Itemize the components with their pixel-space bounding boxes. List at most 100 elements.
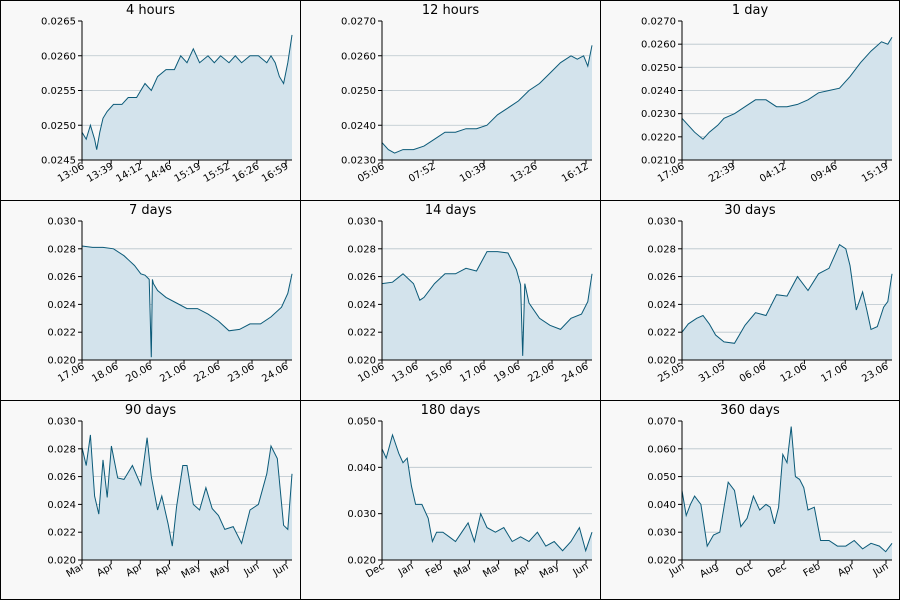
chart-title: 360 days bbox=[720, 403, 780, 418]
x-tick-label: 24.06 bbox=[560, 361, 590, 385]
x-tick-label: Jun bbox=[271, 561, 291, 579]
x-tick-label: 13:39 bbox=[85, 161, 115, 185]
x-tick-label: 20.06 bbox=[124, 361, 154, 385]
y-tick-label: 0.0240 bbox=[341, 121, 376, 132]
y-tick-label: 0.040 bbox=[647, 500, 676, 511]
y-tick-label: 0.0230 bbox=[641, 109, 676, 120]
y-tick-label: 0.020 bbox=[47, 556, 76, 567]
y-tick-label: 0.0245 bbox=[41, 156, 76, 167]
area-fill bbox=[682, 244, 892, 360]
y-tick-label: 0.0260 bbox=[341, 51, 376, 62]
x-tick-label: 22:39 bbox=[707, 161, 737, 185]
y-tick-label: 0.026 bbox=[47, 472, 76, 483]
area-fill bbox=[382, 434, 592, 560]
x-tick-label: 17.06 bbox=[458, 361, 488, 385]
x-tick-label: Oct bbox=[734, 561, 755, 579]
x-tick-label: 04:12 bbox=[758, 161, 788, 185]
y-tick-label: 0.030 bbox=[47, 417, 76, 428]
x-tick-label: 10:39 bbox=[458, 161, 488, 185]
series-line bbox=[81, 245, 293, 358]
y-tick-label: 0.026 bbox=[647, 272, 676, 283]
y-tick-label: 0.0240 bbox=[641, 86, 676, 97]
series-line bbox=[681, 36, 893, 140]
x-tick-label: 09:46 bbox=[809, 161, 839, 185]
x-tick-label: Jun bbox=[241, 561, 261, 579]
x-tick-label: Feb bbox=[802, 561, 823, 579]
x-tick-label: 07:52 bbox=[407, 161, 437, 185]
x-tick-label: May bbox=[538, 561, 561, 581]
y-tick-label: 0.040 bbox=[347, 463, 376, 474]
x-tick-label: 06.06 bbox=[738, 361, 768, 385]
y-tick-label: 0.028 bbox=[347, 244, 376, 255]
y-tick-label: 0.0270 bbox=[341, 17, 376, 28]
y-tick-label: 0.024 bbox=[347, 300, 376, 311]
chart-title: 7 days bbox=[128, 203, 173, 218]
x-tick-label: 31.05 bbox=[697, 361, 727, 385]
y-tick-label: 0.022 bbox=[47, 328, 76, 339]
y-tick-label: 0.020 bbox=[647, 556, 676, 567]
y-tick-label: 0.0250 bbox=[41, 121, 76, 132]
chart-title: 90 days bbox=[124, 403, 177, 418]
y-tick-label: 0.028 bbox=[47, 444, 76, 455]
y-tick-label: 0.0255 bbox=[41, 86, 76, 97]
x-tick-label: Dec bbox=[766, 561, 788, 580]
y-tick-label: 0.026 bbox=[347, 272, 376, 283]
y-tick-label: 0.028 bbox=[647, 244, 676, 255]
chart-title: 1 day bbox=[731, 3, 769, 18]
chart-panel-2: 0.0210 0.0220 0.0230 0.0240 0.0250 0.0260 0.02… bbox=[600, 0, 900, 201]
x-tick-label: May bbox=[209, 561, 232, 581]
y-tick-label: 0.020 bbox=[47, 356, 76, 367]
chart-svg: 0.0210 0.0220 0.0230 0.0240 0.0250 0.0260 0.02… bbox=[641, 17, 893, 185]
y-tick-label: 0.0270 bbox=[641, 17, 676, 28]
y-tick-label: 0.0250 bbox=[641, 63, 676, 74]
x-tick-label: 12.06 bbox=[779, 361, 809, 385]
y-tick-label: 0.022 bbox=[647, 328, 676, 339]
x-tick-label: 15:19 bbox=[860, 161, 890, 185]
x-tick-label: Mar bbox=[452, 561, 475, 580]
x-tick-label: Apr bbox=[95, 561, 116, 580]
x-tick-label: 15.06 bbox=[424, 361, 454, 385]
chart-panel-3: 0.020 0.022 0.024 0.026 0.028 0.030 17.06 18.06… bbox=[0, 200, 301, 401]
area-fill bbox=[382, 45, 592, 160]
chart-panel-4: 0.020 0.022 0.024 0.026 0.028 0.030 10.06 13.06… bbox=[300, 200, 601, 401]
x-tick-label: 16:59 bbox=[260, 161, 290, 185]
y-tick-label: 0.022 bbox=[47, 528, 76, 539]
x-tick-label: Jun bbox=[871, 561, 891, 579]
y-tick-label: 0.024 bbox=[47, 500, 76, 511]
y-tick-label: 0.030 bbox=[347, 217, 376, 228]
x-tick-label: 19.06 bbox=[492, 361, 522, 385]
x-tick-label: Aug bbox=[698, 561, 720, 580]
chart-title: 14 days bbox=[424, 203, 477, 218]
x-tick-label: 17.06 bbox=[819, 361, 849, 385]
y-tick-label: 0.030 bbox=[47, 217, 76, 228]
area-fill bbox=[382, 251, 592, 360]
series-line bbox=[381, 433, 593, 553]
y-tick-label: 0.070 bbox=[647, 417, 676, 428]
chart-title: 180 days bbox=[420, 403, 481, 418]
x-tick-label: 22.06 bbox=[192, 361, 222, 385]
x-tick-label: 13:26 bbox=[509, 161, 539, 185]
y-tick-label: 0.024 bbox=[47, 300, 76, 311]
area-fill bbox=[682, 426, 892, 560]
chart-title: 12 hours bbox=[421, 3, 480, 18]
x-tick-label: May bbox=[180, 561, 203, 581]
series-line bbox=[381, 251, 593, 356]
y-tick-label: 0.0210 bbox=[641, 156, 676, 167]
y-tick-label: 0.024 bbox=[647, 300, 676, 311]
y-tick-label: 0.0250 bbox=[341, 86, 376, 97]
series-line bbox=[381, 45, 593, 154]
x-tick-label: 15:19 bbox=[173, 161, 203, 185]
y-tick-label: 0.050 bbox=[347, 417, 376, 428]
chart-panel-0: 0.0245 0.0250 0.0255 0.0260 0.0265 13:06 13:39… bbox=[0, 0, 301, 201]
y-tick-label: 0.050 bbox=[647, 472, 676, 483]
x-tick-label: 13.06 bbox=[390, 361, 420, 385]
x-tick-label: 14:12 bbox=[114, 161, 144, 185]
x-tick-label: Apr bbox=[512, 561, 533, 580]
x-tick-label: 18.06 bbox=[90, 361, 120, 385]
y-tick-label: 0.0265 bbox=[41, 17, 76, 28]
chart-title: 30 days bbox=[724, 203, 776, 218]
